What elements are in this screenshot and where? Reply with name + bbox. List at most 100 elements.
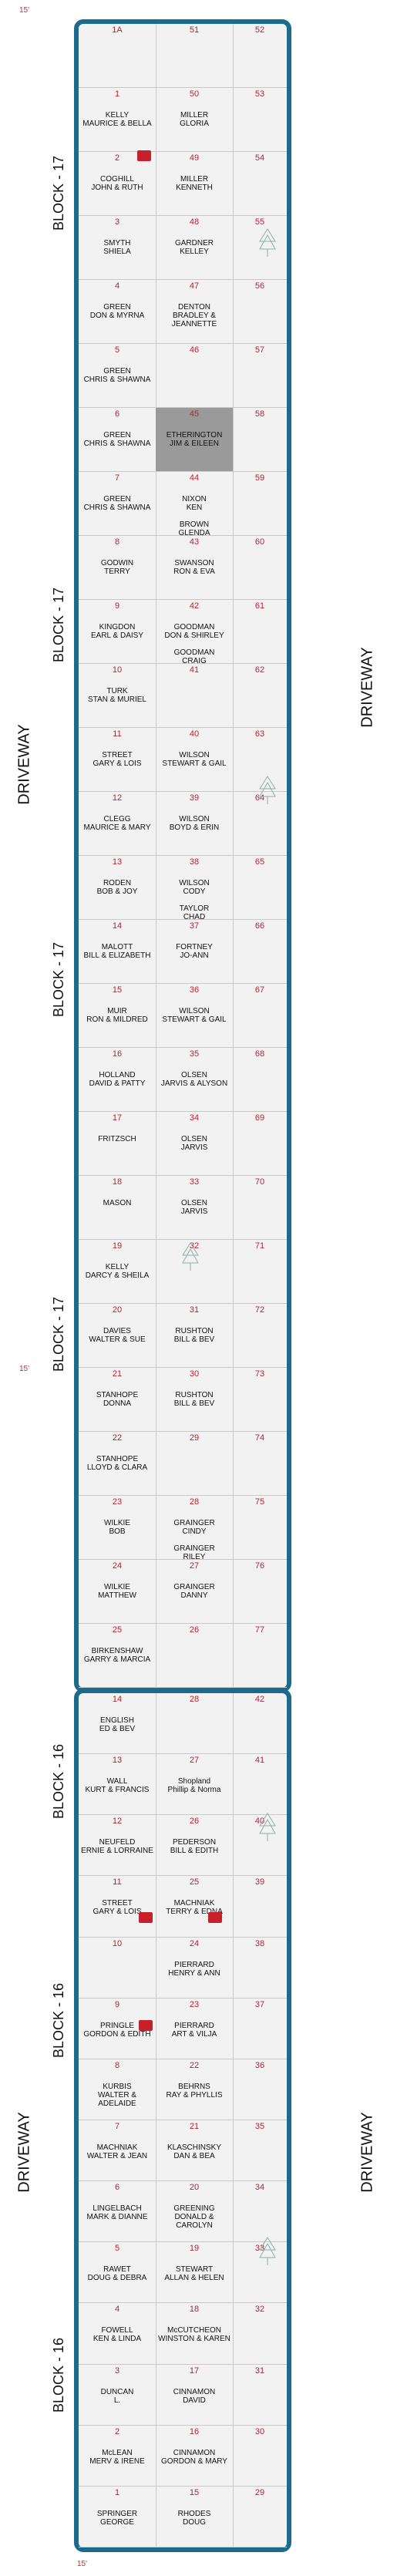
block17-plot-left[interactable]: 14 MALOTT BILL & ELIZABETH [79,920,156,983]
block17-plot-right[interactable]: 74 [233,1432,287,1495]
block17-plot-left[interactable]: 2 COGHILL JOHN & RUTH [79,152,156,215]
block16-plot-middle[interactable]: 28 [156,1693,234,1754]
block17-plot-left[interactable]: 10 TURK STAN & MURIEL [79,664,156,727]
block17-plot-right[interactable]: 57 [233,344,287,407]
block16-plot-middle[interactable]: 25 MACHNIAK TERRY & EDNA [156,1876,234,1937]
block16-plot-left[interactable]: 5 RAWET DOUG & DEBRA [79,2242,156,2303]
block16-plot-middle[interactable]: 24 PIERRARD HENRY & ANN [156,1937,234,1998]
block16-plot-left[interactable]: 6 LINGELBACH MARK & DIANNE [79,2181,156,2242]
block17-plot-left[interactable]: 8 GODWIN TERRY [79,536,156,599]
block16-plot-right[interactable]: 30 [233,2426,287,2486]
block17-plot-left[interactable]: 3 SMYTH SHIELA [79,216,156,279]
block17-plot-middle[interactable]: 37 FORTNEY JO-ANN [156,920,234,983]
block16-plot-middle[interactable]: 27 Shopland Phillip & Norma [156,1754,234,1815]
block16-plot-right[interactable]: 38 [233,1938,287,1998]
block16-plot-left[interactable]: 8 KURBIS WALTER & ADELAIDE [79,2059,156,2120]
block17-plot-left[interactable]: 19 KELLY DARCY & SHEILA [79,1240,156,1303]
block17-plot-middle[interactable]: 33 OLSEN JARVIS [156,1176,234,1239]
block17-plot-middle[interactable]: 29 [156,1432,234,1495]
block17-plot-left[interactable]: 1 KELLY MAURICE & BELLA [79,88,156,151]
block17-plot-left[interactable]: 5 GREEN CHRIS & SHAWNA [79,344,156,407]
block16-plot-right[interactable]: 34 [233,2181,287,2241]
block17-plot-right[interactable]: 71 [233,1240,287,1303]
block17-plot-right[interactable]: 61 [233,600,287,663]
block16-plot-left[interactable]: 13 WALL KURT & FRANCIS [79,1754,156,1815]
block17-plot-middle[interactable]: 46 [156,344,234,407]
block17-plot-left[interactable]: 12 CLEGG MAURICE & MARY [79,792,156,855]
block16-plot-right[interactable]: 39 [233,1876,287,1936]
block17-plot-right[interactable]: 54 [233,152,287,215]
block17-plot-middle[interactable]: 40 WILSON STEWART & GAIL [156,728,234,791]
block17-plot-right[interactable]: 56 [233,280,287,343]
block17-plot-right[interactable]: 60 [233,536,287,599]
block17-plot-right[interactable]: 64 [233,792,287,855]
block17-plot-left[interactable]: 15 MUIR RON & MILDRED [79,984,156,1047]
block17-plot-middle[interactable]: 43 SWANSON RON & EVA [156,536,234,599]
block17-plot-right[interactable]: 55 [233,216,287,279]
block16-plot-middle[interactable]: 22 BEHRNS RAY & PHYLLIS [156,2059,234,2120]
block16-plot-left[interactable]: 7 MACHNIAK WALTER & JEAN [79,2120,156,2181]
block17-plot-left[interactable]: 17 FRITZSCH [79,1112,156,1175]
block17-plot-left[interactable]: 6 GREEN CHRIS & SHAWNA [79,408,156,471]
block16-plot-right[interactable]: 42 [233,1693,287,1753]
block17-plot-right[interactable]: 53 [233,88,287,151]
block17-plot-right[interactable]: 73 [233,1368,287,1431]
block17-plot-middle[interactable]: 35 OLSEN JARVIS & ALYSON [156,1048,234,1111]
block17-plot-middle[interactable]: 47 DENTON BRADLEY & JEANNETTE [156,280,234,343]
block17-plot-left[interactable]: 22 STANHOPE LLOYD & CLARA [79,1432,156,1495]
block17-plot-right[interactable]: 59 [233,472,287,535]
block17-plot-right[interactable]: 58 [233,408,287,471]
block17-plot-middle[interactable]: 50 MILLER GLORIA [156,88,234,151]
block17-plot-left[interactable]: 4 GREEN DON & MYRNA [79,280,156,343]
block17-plot-left[interactable]: 24 WILKIE MATTHEW [79,1560,156,1623]
block16-plot-middle[interactable]: 19 STEWART ALLAN & HELEN [156,2242,234,2303]
block17-plot-left[interactable]: 13 RODEN BOB & JOY [79,856,156,919]
block17-plot-middle[interactable]: 41 [156,664,234,727]
block17-plot-middle[interactable]: 26 [156,1624,234,1687]
block17-plot-left[interactable]: 20 DAVIES WALTER & SUE [79,1304,156,1367]
block17-plot-left[interactable]: 11 STREET GARY & LOIS [79,728,156,791]
block17-plot-left[interactable]: 1A [79,24,156,87]
block17-plot-left[interactable]: 25 BIRKENSHAW GARRY & MARCIA [79,1624,156,1687]
block17-plot-right[interactable]: 75 [233,1496,287,1559]
block17-plot-middle[interactable]: 36 WILSON STEWART & GAIL [156,984,234,1047]
block17-plot-left[interactable]: 16 HOLLAND DAVID & PATTY [79,1048,156,1111]
block16-plot-right[interactable]: 40 [233,1815,287,1875]
block17-plot-left[interactable]: 9 KINGDON EARL & DAISY [79,600,156,663]
block17-plot-right[interactable]: 77 [233,1624,287,1687]
block16-plot-right[interactable]: 36 [233,2059,287,2120]
block17-plot-middle[interactable]: 44 NIXON KEN BROWN GLENDA [156,472,234,537]
block16-plot-middle[interactable]: 18 McCUTCHEON WINSTON & KAREN [156,2303,234,2364]
block17-plot-right[interactable]: 65 [233,856,287,919]
block16-plot-right[interactable]: 31 [233,2365,287,2425]
block16-plot-right[interactable]: 29 [233,2487,287,2547]
block16-plot-left[interactable]: 14 ENGLISH ED & BEV [79,1693,156,1754]
block16-plot-left[interactable]: 9 PRINGLE GORDON & EDITH [79,1998,156,2059]
block16-plot-middle[interactable]: 16 CINNAMON GORDON & MARY [156,2425,234,2486]
block17-plot-middle[interactable]: 45 ETHERINGTON JIM & EILEEN [156,408,234,471]
block17-plot-middle[interactable]: 49 MILLER KENNETH [156,152,234,215]
block16-plot-middle[interactable]: 15 RHODES DOUG [156,2486,234,2547]
block16-plot-middle[interactable]: 26 PEDERSON BILL & EDITH [156,1815,234,1876]
block17-plot-right[interactable]: 66 [233,920,287,983]
block16-plot-left[interactable]: 4 FOWELL KEN & LINDA [79,2303,156,2364]
block16-plot-right[interactable]: 35 [233,2120,287,2180]
block17-plot-right[interactable]: 68 [233,1048,287,1111]
block16-plot-left[interactable]: 1 SPRINGER GEORGE [79,2486,156,2547]
block17-plot-middle[interactable]: 51 [156,24,234,87]
block17-plot-right[interactable]: 76 [233,1560,287,1623]
block17-plot-middle[interactable]: 38 WILSON CODY TAYLOR CHAD [156,856,234,921]
block17-plot-right[interactable]: 52 [233,24,287,87]
block16-plot-middle[interactable]: 17 CINNAMON DAVID [156,2364,234,2425]
block16-plot-right[interactable]: 37 [233,1999,287,2059]
block17-plot-right[interactable]: 69 [233,1112,287,1175]
block17-plot-right[interactable]: 67 [233,984,287,1047]
block16-plot-middle[interactable]: 20 GREENING DONALD & CAROLYN [156,2181,234,2242]
block17-plot-left[interactable]: 18 MASON [79,1176,156,1239]
block17-plot-middle[interactable]: 27 GRAINGER DANNY [156,1560,234,1623]
block17-plot-right[interactable]: 72 [233,1304,287,1367]
block16-plot-middle[interactable]: 21 KLASCHINSKY DAN & BEA [156,2120,234,2181]
block16-plot-right[interactable]: 41 [233,1754,287,1814]
block17-plot-middle[interactable]: 32 [156,1240,234,1303]
block16-plot-left[interactable]: 3 DUNCAN L. [79,2364,156,2425]
